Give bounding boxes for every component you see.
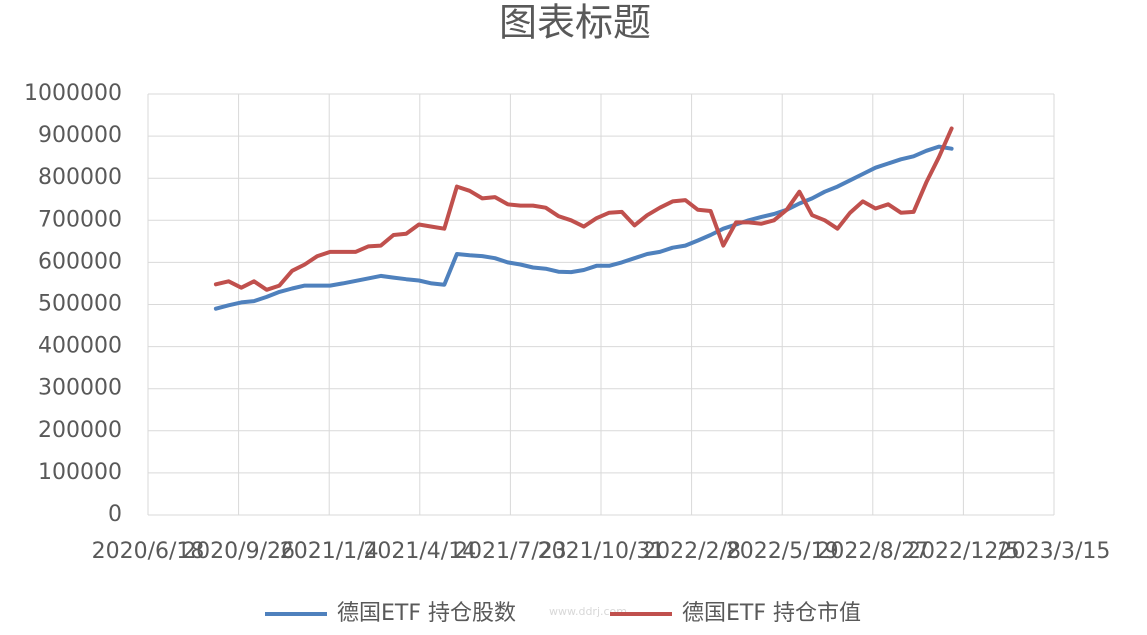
- x-tick-label: 2022/12/5: [907, 539, 1020, 564]
- y-tick-label: 1000000: [24, 81, 122, 106]
- y-tick-label: 700000: [38, 207, 122, 232]
- x-tick-label: 2022/2/8: [642, 539, 741, 564]
- legend-label: 德国ETF 持仓市值: [682, 601, 861, 626]
- x-tick-label: 2022/8/27: [816, 539, 929, 564]
- watermark: www.ddrj.com: [549, 605, 627, 618]
- y-tick-label: 900000: [38, 123, 122, 148]
- x-tick-label: 2023/3/15: [998, 539, 1111, 564]
- x-tick-label: 2021/7/23: [454, 539, 567, 564]
- y-tick-label: 800000: [38, 165, 122, 190]
- series-line: [213, 144, 954, 311]
- y-tick-label: 600000: [38, 249, 122, 274]
- x-tick-label: 2022/5/19: [726, 539, 839, 564]
- x-tick-label: 2020/9/26: [182, 539, 295, 564]
- y-tick-label: 400000: [38, 334, 122, 359]
- y-tick-label: 100000: [38, 460, 122, 485]
- x-tick-label: 2021/1/4: [280, 539, 379, 564]
- y-tick-label: 500000: [38, 292, 122, 317]
- y-tick-label: 300000: [38, 376, 122, 401]
- chart-title: 图表标题: [499, 1, 651, 45]
- y-tick-label: 200000: [38, 418, 122, 443]
- x-tick-label: 2021/10/31: [538, 539, 665, 564]
- series-line: [213, 126, 954, 292]
- y-tick-label: 0: [108, 502, 122, 527]
- x-tick-label: 2021/4/14: [363, 539, 476, 564]
- x-tick-label: 2020/6/18: [92, 539, 205, 564]
- legend-label: 德国ETF 持仓股数: [337, 601, 516, 626]
